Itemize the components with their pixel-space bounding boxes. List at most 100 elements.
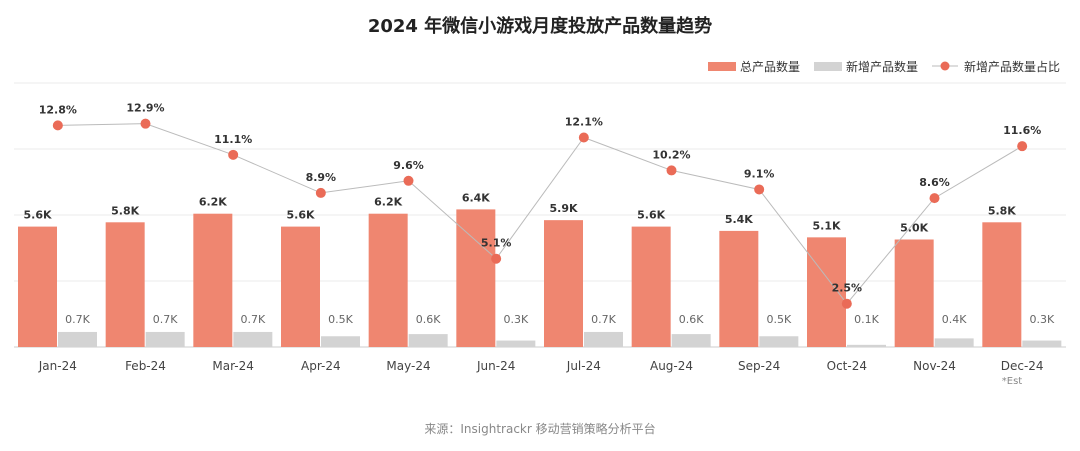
bar-new-label: 0.6K — [416, 313, 441, 326]
ratio-polyline — [57, 123, 1023, 305]
bar-total — [894, 239, 934, 347]
bar-total — [105, 222, 145, 347]
x-tick-label: Sep-24 — [738, 359, 780, 373]
bars-new: 0.7K 0.7K 0.7K 0.5K 0.6K 0.3K 0.7K 0.6K 0.5K 0.1K… — [58, 313, 1062, 347]
ratio-label: 10.2% — [652, 148, 690, 161]
bar-new-label: 0.3K — [503, 313, 528, 326]
ratio-point — [666, 165, 677, 176]
legend-label-new: 新增产品数量 — [846, 59, 918, 74]
ratio-label: 8.9% — [306, 171, 337, 184]
bar-new — [58, 331, 97, 347]
bar-total — [18, 226, 57, 347]
bar-new — [584, 331, 623, 347]
ratio-label: 9.1% — [744, 167, 775, 180]
bar-new-label: 0.7K — [591, 313, 616, 326]
bar-total-label: 6.2K — [199, 196, 227, 209]
x-tick-label: Jul-24 — [566, 359, 601, 373]
bar-new — [321, 336, 360, 347]
ratio-label: 11.6% — [1003, 124, 1041, 137]
ratio-label: 5.1% — [481, 237, 512, 250]
ratio-point — [491, 253, 502, 264]
legend-swatch-new — [814, 62, 842, 71]
ratio-point — [315, 187, 326, 198]
bar-new-label: 0.6K — [679, 313, 704, 326]
chart-title: 2024 年微信小游戏月度投放产品数量趋势 — [368, 15, 712, 37]
bar-new — [1022, 340, 1062, 347]
bar-new — [759, 336, 799, 347]
ratio-point — [403, 175, 414, 186]
bar-new-label: 0.4K — [942, 313, 967, 326]
bar-new-label: 0.7K — [240, 313, 265, 326]
ratio-point — [140, 118, 151, 129]
bar-total-label: 5.6K — [23, 209, 51, 222]
bar-total-label: 5.6K — [286, 209, 314, 222]
bar-total-label: 5.6K — [637, 209, 665, 222]
bar-total — [631, 226, 671, 347]
bar-new-label: 0.3K — [1029, 313, 1054, 326]
legend-label-total: 总产品数量 — [740, 59, 800, 74]
bar-new — [496, 340, 536, 347]
bar-new — [934, 338, 974, 347]
bar-total-label: 5.8K — [988, 204, 1016, 217]
bar-total-label: 6.2K — [374, 196, 402, 209]
bar-total — [281, 226, 320, 347]
bar-new — [408, 334, 448, 347]
ratio-point — [841, 298, 852, 309]
ratio-label: 12.9% — [126, 102, 164, 115]
x-tick-label: May-24 — [386, 359, 430, 373]
ratio-label: 12.1% — [565, 116, 603, 129]
legend: 总产品数量 新增产品数量 新增产品数量占比 — [708, 59, 1060, 74]
bar-total — [719, 230, 759, 347]
x-tick-label: Oct-24 — [827, 359, 867, 373]
bar-total-label: 5.4K — [725, 213, 753, 226]
ratio-label: 2.5% — [832, 282, 863, 295]
ratio-line: 12.8% 12.9% 11.1% 8.9% 9.6% 5.1% 12.1% 10.2% 9.1… — [39, 102, 1041, 309]
bar-total — [193, 213, 233, 347]
ratio-label: 8.6% — [919, 176, 950, 189]
bar-total — [368, 213, 408, 347]
source-text: 来源：Insightrackr 移动营销策略分析平台 — [424, 421, 655, 436]
x-tick-label: Apr-24 — [301, 359, 341, 373]
x-tick-label: Nov-24 — [913, 359, 956, 373]
x-tick-label: Aug-24 — [650, 359, 693, 373]
bar-total-label: 5.0K — [900, 222, 928, 235]
legend-label-ratio: 新增产品数量占比 — [964, 59, 1060, 74]
ratio-point — [929, 193, 940, 204]
ratio-point — [52, 120, 63, 131]
bar-new-label: 0.1K — [854, 313, 879, 326]
bar-total-label: 5.9K — [549, 202, 577, 215]
x-axis-ticks: Jan-24 Feb-24 Mar-24 Apr-24 May-24 Jun-24 Jul-… — [38, 359, 1044, 373]
bar-total-label: 6.4K — [462, 191, 490, 204]
ratio-point — [754, 184, 765, 195]
bar-total — [982, 222, 1022, 347]
x-tick-label: Dec-24 — [1001, 359, 1044, 373]
ratio-point — [1017, 141, 1028, 152]
ratio-point — [228, 149, 239, 160]
bar-new-label: 0.7K — [153, 313, 178, 326]
bar-new-label: 0.5K — [328, 313, 353, 326]
ratio-point — [578, 132, 589, 143]
ratio-label: 11.1% — [214, 133, 252, 146]
bar-new — [847, 344, 886, 347]
bar-total — [456, 209, 496, 347]
legend-swatch-total — [708, 62, 736, 71]
x-tick-label: Jun-24 — [476, 359, 515, 373]
x-tick-label: Feb-24 — [125, 359, 166, 373]
bar-total-label: 5.8K — [111, 204, 139, 217]
bar-total-label: 5.1K — [812, 219, 840, 232]
estimate-note: *Est — [1002, 376, 1023, 387]
ratio-label: 12.8% — [39, 103, 77, 116]
bar-new-label: 0.7K — [65, 313, 90, 326]
bar-new — [233, 331, 273, 347]
x-tick-label: Jan-24 — [38, 359, 77, 373]
bar-new — [145, 331, 185, 347]
bar-total — [544, 220, 583, 347]
ratio-label: 9.6% — [393, 159, 424, 172]
bar-new — [671, 334, 711, 347]
legend-marker-ratio — [940, 61, 950, 71]
bar-new-label: 0.5K — [766, 313, 791, 326]
x-tick-label: Mar-24 — [212, 359, 253, 373]
bars-total: 5.6K 5.8K 6.2K 5.6K 6.2K 6.4K 5.9K 5.6K 5.4K 5.1K… — [18, 191, 1022, 347]
gridlines — [14, 82, 1066, 348]
